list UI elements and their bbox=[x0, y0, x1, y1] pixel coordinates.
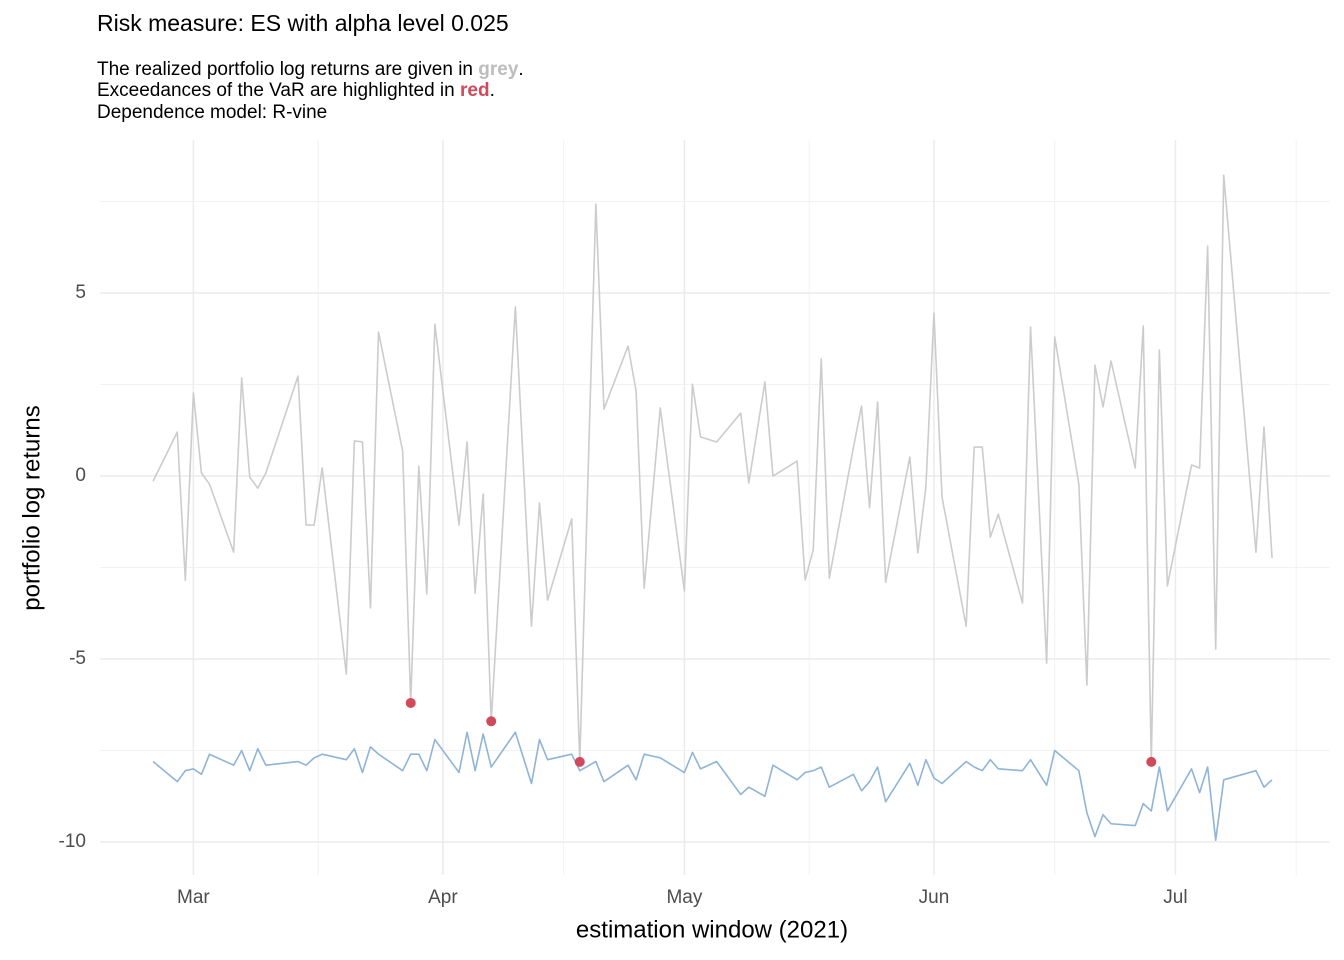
y-tick-label: 5 bbox=[75, 282, 86, 303]
x-tick-label: May bbox=[666, 887, 702, 908]
grid bbox=[100, 140, 1330, 875]
exceedance-point bbox=[405, 697, 416, 708]
x-axis-title: estimation window (2021) bbox=[576, 916, 848, 943]
y-tick-label: -5 bbox=[69, 648, 86, 669]
x-tick-label: Jun bbox=[919, 887, 950, 908]
x-tick-label: Apr bbox=[428, 887, 458, 908]
subtitle-highlight: grey bbox=[478, 59, 519, 80]
subtitle-line: Exceedances of the VaR are highlighted i… bbox=[97, 80, 495, 101]
x-tick-label: Mar bbox=[177, 887, 210, 908]
subtitle-text: . bbox=[490, 80, 495, 101]
y-tick-label: -10 bbox=[59, 831, 86, 852]
exceedance-point bbox=[574, 756, 585, 767]
x-tick-label: Jul bbox=[1163, 887, 1187, 908]
exceedance-point bbox=[486, 716, 497, 727]
subtitle-text: . bbox=[518, 59, 523, 80]
subtitle-text: Dependence model: R-vine bbox=[97, 102, 327, 123]
series-line bbox=[152, 174, 1273, 763]
subtitle-line: Dependence model: R-vine bbox=[97, 102, 327, 123]
chart-title: Risk measure: ES with alpha level 0.025 bbox=[97, 10, 509, 36]
plot-area bbox=[152, 174, 1273, 842]
subtitle-highlight: red bbox=[460, 80, 490, 101]
subtitle-line: The realized portfolio log returns are g… bbox=[97, 59, 524, 80]
subtitle-text: The realized portfolio log returns are g… bbox=[97, 59, 478, 80]
y-tick-label: 0 bbox=[75, 465, 86, 486]
series-line bbox=[152, 731, 1273, 842]
y-axis-title: portfolio log returns bbox=[18, 405, 45, 610]
exceedance-point bbox=[1146, 756, 1157, 767]
subtitle-text: Exceedances of the VaR are highlighted i… bbox=[97, 80, 460, 101]
